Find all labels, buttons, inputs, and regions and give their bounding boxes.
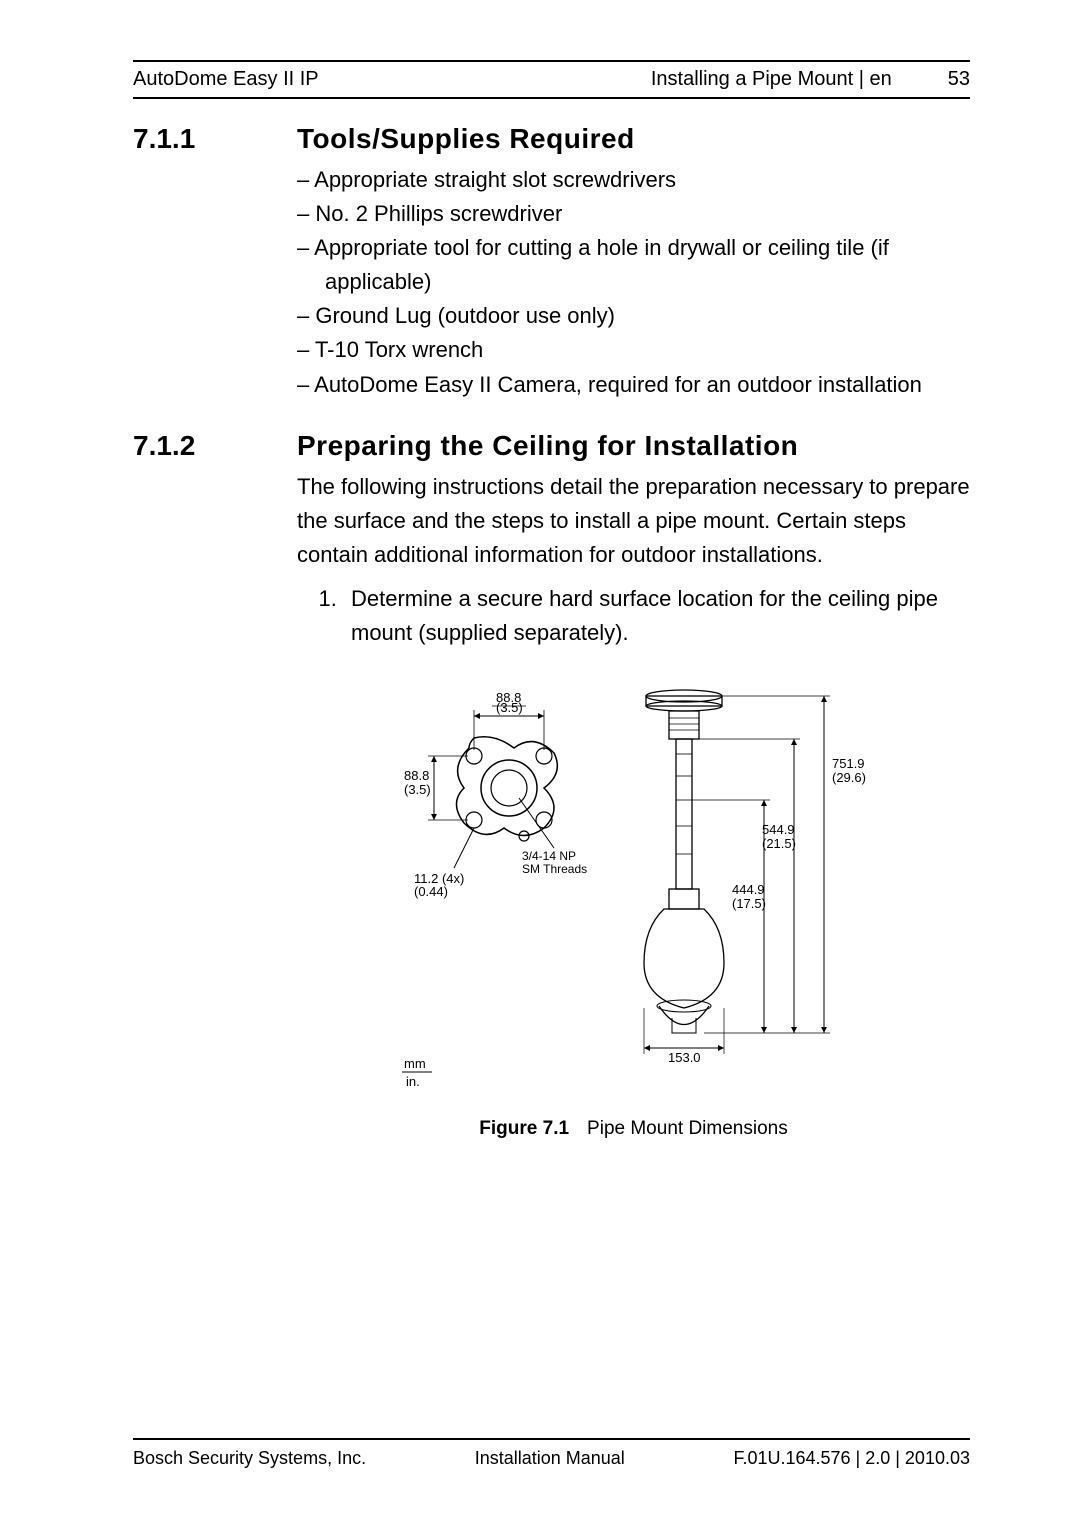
tool-item: Appropriate tool for cutting a hole in d… bbox=[297, 231, 970, 299]
dim-h2-mm: 544.9 bbox=[762, 822, 795, 837]
dim-h1-in: (29.6) bbox=[832, 770, 866, 785]
footer-center: Installation Manual bbox=[475, 1448, 625, 1469]
figure-label: Figure 7.1 bbox=[479, 1118, 569, 1139]
dim-h1-mm: 751.9 bbox=[832, 756, 865, 771]
dim-left-in: (3.5) bbox=[404, 782, 431, 797]
step-1: Determine a secure hard surface location… bbox=[343, 582, 970, 650]
dim-hole-in: (0.44) bbox=[414, 884, 448, 899]
section-number-711: 7.1.1 bbox=[133, 123, 273, 402]
tool-item: Ground Lug (outdoor use only) bbox=[297, 299, 970, 333]
footer-left: Bosch Security Systems, Inc. bbox=[133, 1448, 366, 1469]
tool-item: Appropriate straight slot screwdrivers bbox=[297, 163, 970, 197]
pipe-mount-diagram: 88.8 (3.5) 88.8 (3.5) 11.2 (4x) bbox=[374, 668, 894, 1108]
header-right: Installing a Pipe Mount | en bbox=[651, 68, 892, 91]
dim-h3-mm: 444.9 bbox=[732, 882, 765, 897]
section-number-712: 7.1.2 bbox=[133, 430, 273, 1140]
dim-top-in: (3.5) bbox=[496, 700, 523, 715]
unit-mm: mm bbox=[404, 1056, 426, 1071]
figure-caption: Figure 7.1 Pipe Mount Dimensions bbox=[297, 1118, 970, 1140]
section-para-712: The following instructions detail the pr… bbox=[297, 470, 970, 572]
dim-thread1: 3/4-14 NP bbox=[522, 849, 576, 863]
tool-item: No. 2 Phillips screwdriver bbox=[297, 197, 970, 231]
tool-item: AutoDome Easy II Camera, required for an… bbox=[297, 368, 970, 402]
dim-h3-in: (17.5) bbox=[732, 896, 766, 911]
dim-thread2: SM Threads bbox=[522, 862, 587, 876]
section-title-712: Preparing the Ceiling for Installation bbox=[297, 430, 970, 462]
footer-right: F.01U.164.576 | 2.0 | 2010.03 bbox=[733, 1448, 970, 1469]
page-header: AutoDome Easy II IP Installing a Pipe Mo… bbox=[133, 68, 970, 99]
unit-in: in. bbox=[406, 1074, 420, 1089]
dim-h2-in: (21.5) bbox=[762, 836, 796, 851]
page-number: 53 bbox=[948, 68, 970, 91]
dim-base-mm: 153.0 bbox=[668, 1050, 701, 1065]
page-footer: Bosch Security Systems, Inc. Installatio… bbox=[133, 1448, 970, 1469]
tool-item: T-10 Torx wrench bbox=[297, 333, 970, 367]
section-title-711: Tools/Supplies Required bbox=[297, 123, 970, 155]
dim-left-mm: 88.8 bbox=[404, 768, 429, 783]
figure-caption-text: Pipe Mount Dimensions bbox=[587, 1118, 788, 1139]
header-left: AutoDome Easy II IP bbox=[133, 68, 319, 91]
